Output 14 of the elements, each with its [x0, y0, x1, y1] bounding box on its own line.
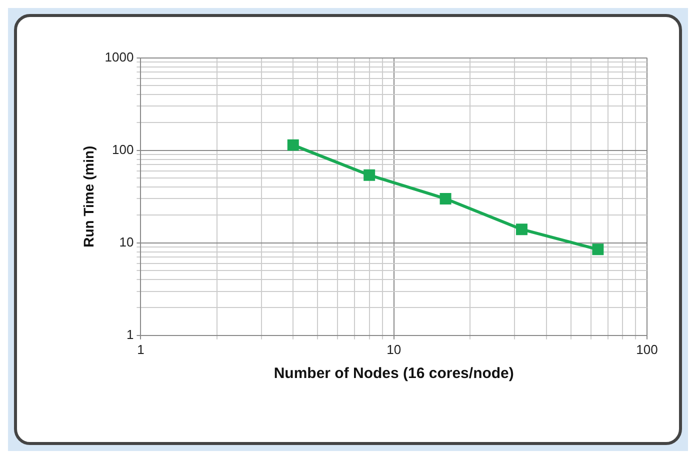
point [364, 169, 376, 181]
y-tick-label: 100 [112, 142, 134, 157]
x-tick-label: 10 [386, 342, 402, 357]
x-tick-label: 1 [137, 342, 144, 357]
x-axis-title: Number of Nodes (16 cores/node) [274, 365, 514, 382]
y-tick-label: 10 [119, 234, 134, 250]
point [287, 139, 299, 151]
y-tick-label: 1000 [104, 49, 134, 64]
y-tick-label: 1 [126, 326, 134, 342]
y-axis-title: Run Time (min) [80, 146, 96, 248]
point [440, 192, 452, 204]
point [592, 244, 604, 256]
x-tick-label: 100 [636, 342, 658, 357]
point [516, 224, 528, 236]
